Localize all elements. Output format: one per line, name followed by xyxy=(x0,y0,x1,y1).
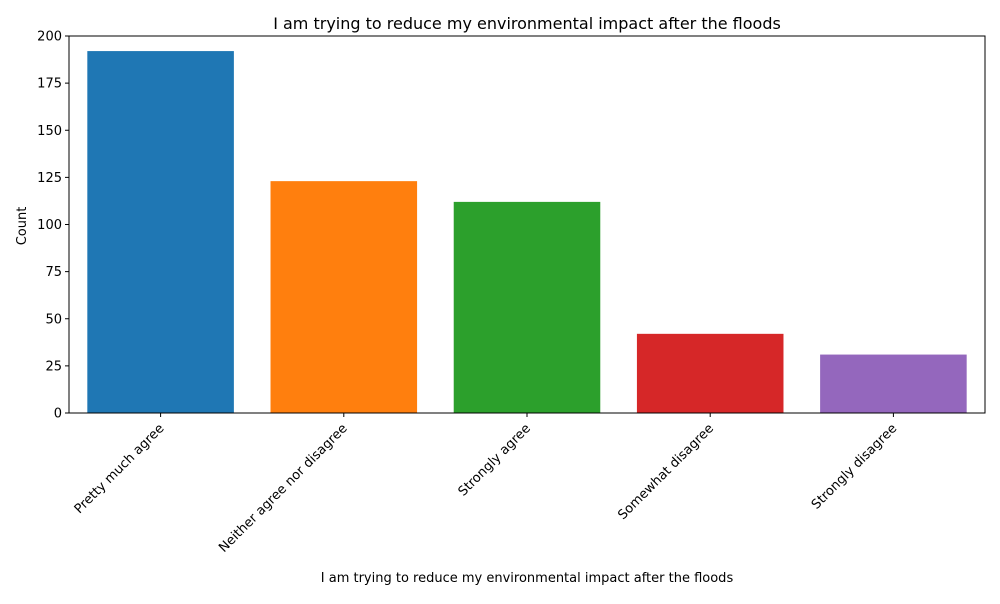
y-tick-label: 75 xyxy=(45,265,62,280)
y-tick-label: 100 xyxy=(37,218,62,233)
bar-pretty-much-agree xyxy=(87,51,234,413)
bar-neither-agree-nor-disagree xyxy=(270,181,418,413)
y-tick-label: 175 xyxy=(37,77,62,92)
y-tick-label: 200 xyxy=(37,30,62,45)
bar-strongly-disagree xyxy=(820,354,967,413)
bar-somewhat-disagree xyxy=(636,333,784,413)
y-tick-label: 50 xyxy=(45,312,62,327)
y-axis-label: Count xyxy=(15,207,30,246)
y-tick-label: 150 xyxy=(37,124,62,139)
y-tick-label: 25 xyxy=(45,359,62,374)
y-tick-label: 125 xyxy=(37,171,62,186)
x-axis-label: I am trying to reduce my environmental i… xyxy=(321,571,734,586)
bar-strongly-agree xyxy=(453,201,601,413)
y-tick-label: 0 xyxy=(54,407,62,422)
chart-title: I am trying to reduce my environmental i… xyxy=(273,14,781,33)
